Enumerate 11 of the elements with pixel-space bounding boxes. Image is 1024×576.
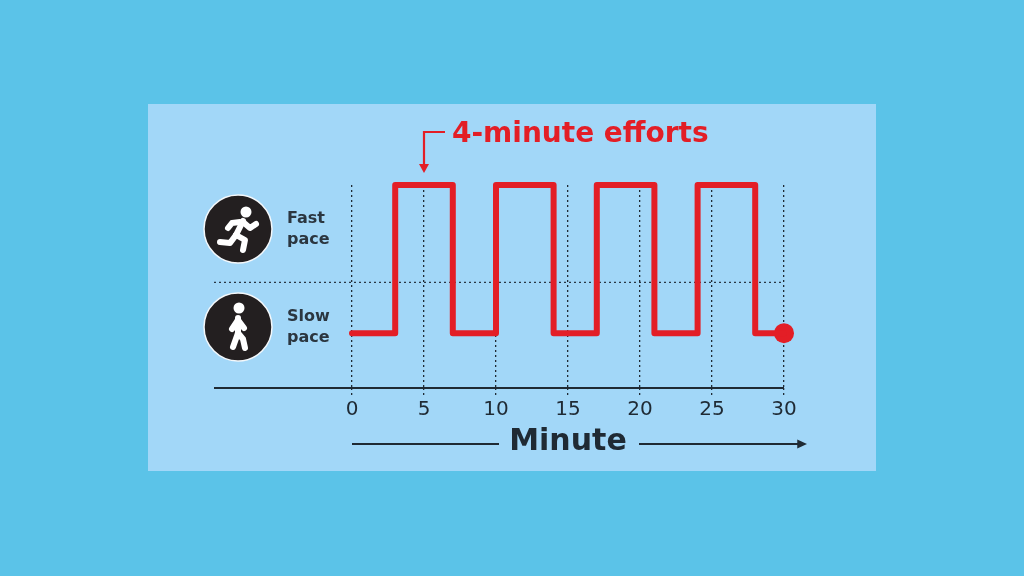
annotation: 4-minute efforts	[452, 116, 709, 150]
x-tick-label: 5	[417, 396, 431, 421]
x-tick-label: 0	[345, 396, 359, 421]
x-tick-label: 25	[699, 396, 725, 421]
text: Fast pace	[287, 207, 330, 248]
x-tick-label: 30	[771, 396, 797, 421]
x-tick-label: 20	[627, 396, 653, 421]
x-axis-title: Minute	[509, 421, 627, 457]
x-tick-label: 10	[483, 396, 509, 421]
text: Slow pace	[287, 305, 330, 346]
x-tick-label: 15	[555, 396, 581, 421]
